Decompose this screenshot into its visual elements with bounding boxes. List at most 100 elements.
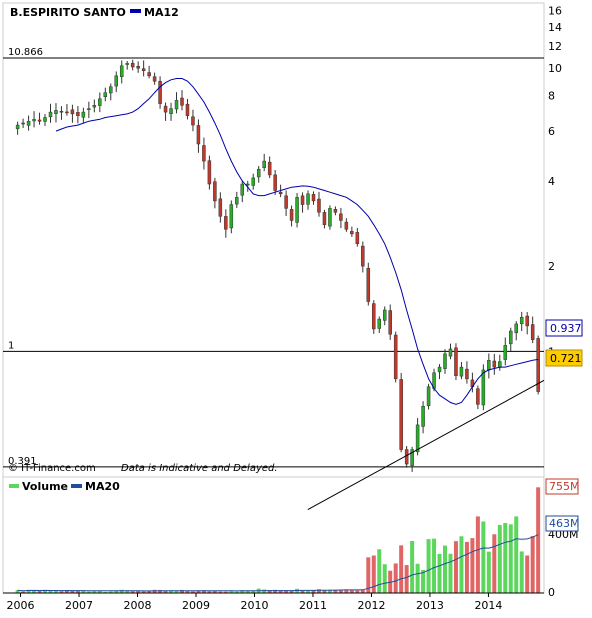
candle-body xyxy=(311,194,316,202)
volume-bar xyxy=(240,590,245,593)
volume-bar xyxy=(103,591,108,593)
candle-body xyxy=(70,109,75,115)
price-y-axis: 1614121086421 xyxy=(548,4,562,358)
candle-body xyxy=(43,117,47,122)
volume-bar xyxy=(443,545,448,593)
volume-bar xyxy=(344,589,349,593)
volume-bar xyxy=(530,536,535,593)
volume-bar xyxy=(207,591,212,593)
candle-body xyxy=(136,65,140,69)
trendline-layer xyxy=(307,379,545,511)
volume-bar xyxy=(15,590,20,593)
volume-bar xyxy=(97,590,102,593)
candle-body xyxy=(103,92,108,97)
candle-body xyxy=(213,181,217,202)
x-tick-label-2: 2008 xyxy=(124,599,152,612)
candle-body xyxy=(224,216,228,230)
candle-body xyxy=(114,75,118,87)
volume-bar xyxy=(377,549,382,593)
candle-body xyxy=(278,192,283,195)
candle-body xyxy=(240,183,245,196)
candle-body xyxy=(487,360,491,371)
volume-bar xyxy=(59,591,64,593)
volume-bar xyxy=(273,589,278,593)
legend-ma12: MA12 xyxy=(144,6,179,19)
volume-bar xyxy=(300,590,305,593)
volume-bar xyxy=(497,524,502,593)
ma-value-badge: 0.937 xyxy=(545,319,583,337)
volume-bar xyxy=(360,590,365,593)
volume-bar xyxy=(333,589,338,593)
candle-body xyxy=(196,125,201,145)
candle-body xyxy=(21,122,25,125)
candle-body xyxy=(284,195,288,209)
x-tick-label-4: 2010 xyxy=(240,599,268,612)
volume-bar xyxy=(185,590,190,593)
volume-bar xyxy=(201,590,206,593)
candle-body xyxy=(15,124,20,130)
candle-body xyxy=(54,110,58,115)
volume-bar xyxy=(212,590,217,593)
y-tick-label-6: 4 xyxy=(548,175,555,188)
candle-body xyxy=(300,195,305,205)
volume-bar xyxy=(43,589,48,593)
volume-bar xyxy=(37,590,42,593)
volume-bar xyxy=(470,538,475,593)
x-tick-label-6: 2012 xyxy=(357,599,385,612)
candle-body xyxy=(492,360,497,368)
candle-body xyxy=(130,62,135,68)
candle-body xyxy=(267,161,272,176)
candle-body xyxy=(426,386,431,407)
candle-body xyxy=(481,369,486,406)
volume-bar xyxy=(245,590,250,593)
x-tick-label-7: 2013 xyxy=(416,599,444,612)
volume-bar xyxy=(108,591,113,593)
candle-body xyxy=(59,110,64,113)
x-tick-label-8: 2014 xyxy=(474,599,502,612)
volume-bar xyxy=(284,590,289,593)
volume-bar xyxy=(316,589,321,593)
candle-body xyxy=(448,348,453,357)
ma12-line xyxy=(55,78,539,405)
candle-body xyxy=(207,160,212,185)
volume-ma20-layer xyxy=(17,534,539,592)
price-reference-lines: 10.866 1 0.391 xyxy=(3,47,544,468)
volume-bar xyxy=(525,555,530,593)
volume-bar xyxy=(21,591,26,593)
volume-bar xyxy=(75,590,80,593)
candle-body xyxy=(32,119,36,122)
candle-body xyxy=(273,174,277,191)
volume-bar xyxy=(453,541,458,593)
candle-body xyxy=(185,103,190,116)
candle-body xyxy=(344,221,349,230)
volume-bar xyxy=(26,589,31,593)
candle-body xyxy=(536,338,540,392)
y-tick-label-0: 16 xyxy=(548,4,562,17)
x-axis: 2006 2007 2008 2009 2010 2011 2012 2013 2014 xyxy=(3,592,544,612)
volume-bar xyxy=(229,591,234,593)
candle-body xyxy=(218,198,223,217)
candle-body xyxy=(235,197,239,205)
candle-body xyxy=(393,334,398,380)
candle-body xyxy=(361,245,365,267)
x-tick-label-0: 2006 xyxy=(7,599,35,612)
volume-panel-frame xyxy=(2,476,545,594)
y-tick-label-2: 12 xyxy=(548,40,562,53)
volume-bar xyxy=(327,589,332,593)
legend-ma-swatch xyxy=(130,9,141,13)
volume-bar xyxy=(426,539,431,593)
volume-bar xyxy=(130,591,135,593)
volume-bar xyxy=(190,591,195,593)
candle-body xyxy=(355,232,360,244)
volume-bar xyxy=(410,540,415,593)
candle-body xyxy=(262,160,266,168)
candle-body xyxy=(377,318,382,329)
candle-body xyxy=(180,97,184,106)
candle-body xyxy=(125,63,129,65)
candle-body xyxy=(119,65,124,77)
volume-bar xyxy=(158,589,163,593)
volume-bar xyxy=(322,589,327,593)
candle-body xyxy=(476,388,480,405)
candle-body xyxy=(454,347,458,377)
ref-line-label-0: 10.866 xyxy=(8,47,43,58)
